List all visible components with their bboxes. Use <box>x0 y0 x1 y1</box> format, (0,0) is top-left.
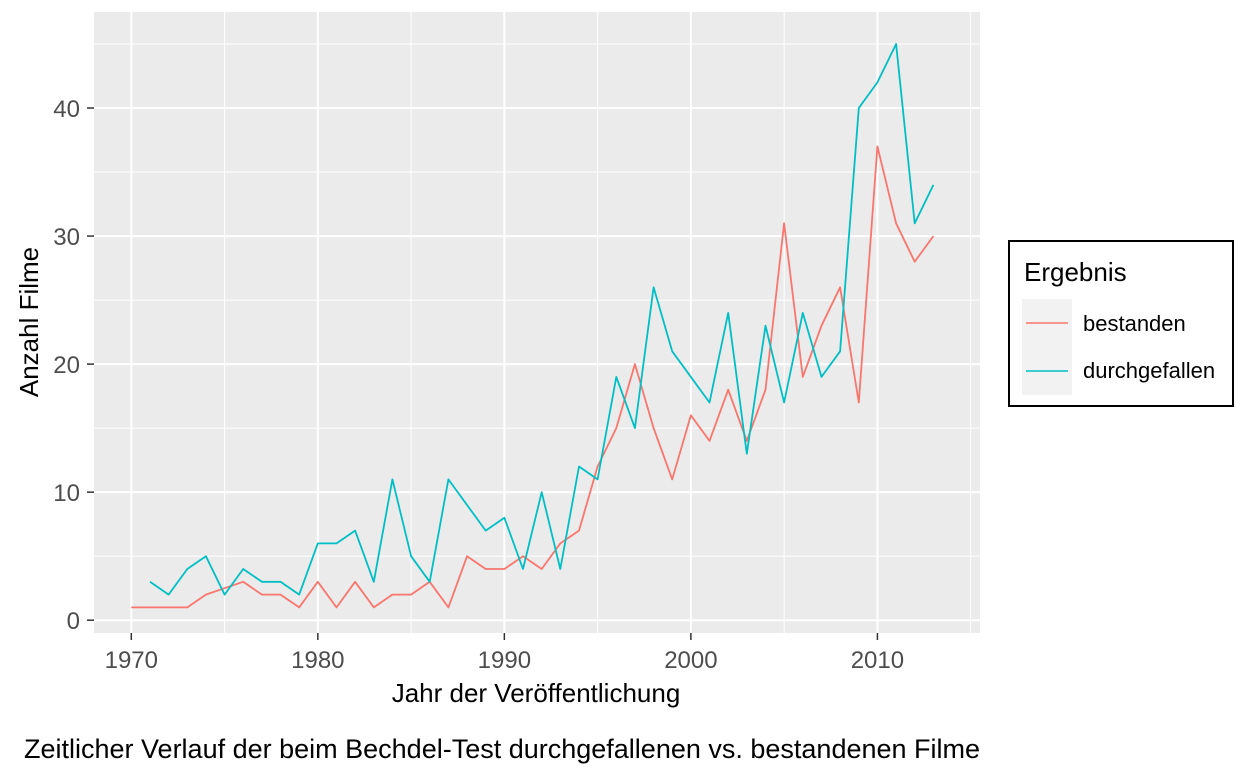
legend: Ergebnis bestanden durchgefallen <box>1008 240 1234 407</box>
legend-label-durchgefallen: durchgefallen <box>1083 358 1215 383</box>
y-tick-label: 0 <box>67 608 80 635</box>
grid <box>94 12 980 633</box>
y-tick-label: 20 <box>53 352 80 379</box>
x-tick-label: 1990 <box>478 647 531 674</box>
y-axis-title: Anzahl Filme <box>14 247 44 397</box>
y-tick-label: 40 <box>53 96 80 123</box>
chart-caption: Zeitlicher Verlauf der beim Bechdel-Test… <box>24 734 980 764</box>
plot-panel <box>94 12 980 633</box>
series-lines <box>131 43 935 609</box>
x-tick-label: 1970 <box>105 647 158 674</box>
axis-ticks: 1970 1980 1990 2000 2010 0 10 20 30 40 <box>53 96 904 674</box>
x-tick-label: 2000 <box>664 647 717 674</box>
series-line-bestanden <box>131 145 935 609</box>
legend-title: Ergebnis <box>1024 257 1127 287</box>
x-tick-label: 2010 <box>851 647 904 674</box>
x-tick-label: 1980 <box>291 647 344 674</box>
y-tick-label: 30 <box>53 224 80 251</box>
x-axis-title: Jahr der Veröffentlichung <box>392 678 681 708</box>
y-tick-label: 10 <box>53 480 80 507</box>
series-line-durchgefallen <box>149 43 935 596</box>
legend-label-bestanden: bestanden <box>1083 311 1186 336</box>
